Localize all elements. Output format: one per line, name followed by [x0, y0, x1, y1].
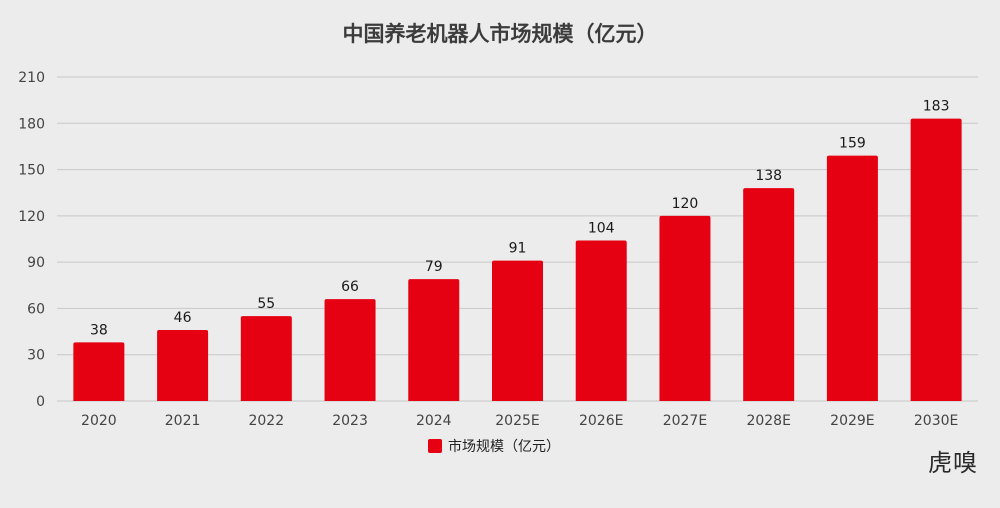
- x-tick-label: 2025E: [495, 413, 539, 429]
- x-tick-label: 2029E: [830, 413, 874, 429]
- x-tick-label: 2022: [248, 413, 284, 429]
- y-tick-label: 150: [18, 163, 45, 179]
- chart-title: 中国养老机器人市场规模（亿元）: [342, 22, 658, 46]
- y-tick-label: 90: [27, 255, 45, 271]
- x-tick-label: 2026E: [579, 413, 623, 429]
- x-tick-label: 2023: [332, 413, 368, 429]
- y-tick-label: 0: [36, 394, 45, 410]
- y-tick-label: 30: [27, 348, 45, 364]
- data-label: 46: [174, 310, 192, 326]
- legend: 市场规模（亿元）: [428, 436, 560, 456]
- x-tick-label: 2020: [81, 413, 117, 429]
- bar: [575, 240, 627, 401]
- y-tick-label: 60: [27, 301, 45, 317]
- data-label: 138: [755, 168, 782, 184]
- y-tick-label: 180: [18, 116, 45, 132]
- bar: [157, 330, 209, 401]
- data-label: 55: [257, 296, 275, 312]
- data-label: 79: [425, 259, 443, 275]
- y-tick-label: 120: [18, 209, 45, 225]
- legend-swatch: [428, 439, 442, 453]
- data-label: 120: [672, 196, 699, 212]
- bar: [743, 188, 795, 401]
- data-label: 38: [90, 322, 108, 338]
- bar: [659, 215, 711, 401]
- x-tick-label: 2028E: [746, 413, 790, 429]
- bar: [408, 279, 460, 401]
- bar: [492, 260, 543, 401]
- legend-label: 市场规模（亿元）: [448, 439, 560, 455]
- watermark-logo: 虎嗅: [928, 449, 978, 477]
- bar: [240, 316, 292, 401]
- bar: [910, 118, 962, 402]
- x-tick-label: 2021: [165, 413, 201, 429]
- bar: [324, 299, 376, 401]
- x-tick-label: 2027E: [663, 413, 707, 429]
- x-tick-label: 2030E: [914, 413, 958, 429]
- y-tick-label: 210: [18, 70, 45, 86]
- data-label: 66: [341, 279, 359, 295]
- bar: [826, 155, 878, 401]
- data-label: 104: [588, 221, 615, 237]
- data-label: 183: [923, 99, 950, 115]
- data-label: 91: [509, 241, 527, 257]
- bar: [73, 342, 125, 401]
- x-tick-label: 2024: [416, 413, 452, 429]
- data-label: 159: [839, 136, 866, 152]
